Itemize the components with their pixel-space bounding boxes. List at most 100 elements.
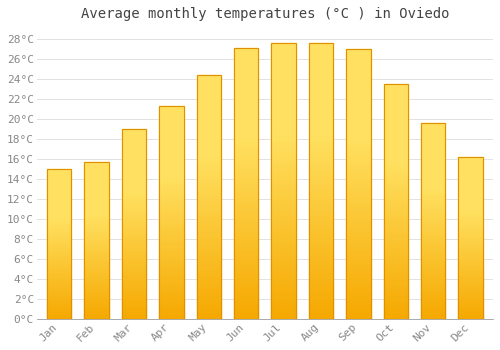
Bar [47, 196, 72, 197]
Bar [346, 238, 370, 241]
Bar [309, 142, 333, 145]
Bar [196, 112, 221, 114]
Bar [84, 273, 108, 275]
Bar [234, 311, 258, 314]
Bar [458, 282, 483, 283]
Bar [458, 285, 483, 287]
Bar [309, 269, 333, 272]
Bar [47, 235, 72, 237]
Bar [421, 282, 446, 284]
Bar [122, 239, 146, 241]
Bar [346, 170, 370, 173]
Bar [84, 308, 108, 309]
Bar [272, 310, 295, 313]
Bar [421, 199, 446, 201]
Bar [458, 311, 483, 313]
Bar [122, 273, 146, 275]
Bar [47, 233, 72, 235]
Bar [309, 87, 333, 90]
Bar [346, 303, 370, 306]
Bar [346, 90, 370, 92]
Bar [196, 185, 221, 187]
Bar [346, 160, 370, 162]
Bar [384, 171, 408, 173]
Bar [421, 276, 446, 278]
Bar [122, 148, 146, 150]
Bar [346, 92, 370, 95]
Bar [84, 181, 108, 182]
Bar [272, 101, 295, 104]
Bar [196, 82, 221, 85]
Bar [384, 150, 408, 152]
Bar [272, 256, 295, 258]
Bar [272, 104, 295, 106]
Bar [272, 297, 295, 300]
Bar [346, 232, 370, 235]
Bar [309, 90, 333, 93]
Bar [309, 244, 333, 247]
Bar [234, 305, 258, 308]
Bar [234, 224, 258, 227]
Bar [234, 102, 258, 105]
Bar [421, 184, 446, 186]
Bar [421, 178, 446, 180]
Bar [159, 291, 184, 293]
Bar [272, 126, 295, 128]
Bar [234, 118, 258, 121]
Bar [47, 224, 72, 226]
Bar [196, 182, 221, 185]
Bar [309, 203, 333, 206]
Bar [159, 217, 184, 219]
Bar [309, 123, 333, 126]
Bar [47, 206, 72, 208]
Bar [234, 159, 258, 162]
Bar [458, 306, 483, 308]
Bar [122, 251, 146, 252]
Bar [234, 156, 258, 159]
Bar [458, 261, 483, 262]
Bar [272, 65, 295, 68]
Bar [309, 250, 333, 253]
Bar [47, 277, 72, 278]
Bar [384, 183, 408, 185]
Bar [458, 248, 483, 249]
Bar [421, 227, 446, 229]
Bar [272, 308, 295, 310]
Bar [458, 256, 483, 257]
Bar [309, 291, 333, 294]
Bar [159, 121, 184, 123]
Bar [84, 256, 108, 258]
Bar [196, 160, 221, 163]
Bar [159, 159, 184, 161]
Bar [384, 159, 408, 162]
Bar [159, 244, 184, 246]
Bar [272, 90, 295, 93]
Bar [458, 230, 483, 231]
Bar [458, 188, 483, 189]
Bar [159, 114, 184, 117]
Bar [196, 214, 221, 216]
Bar [159, 268, 184, 270]
Bar [309, 43, 333, 319]
Bar [421, 158, 446, 160]
Bar [196, 139, 221, 141]
Bar [47, 245, 72, 247]
Bar [272, 82, 295, 84]
Bar [47, 272, 72, 274]
Bar [84, 239, 108, 240]
Bar [122, 233, 146, 235]
Bar [196, 275, 221, 278]
Bar [272, 76, 295, 79]
Bar [159, 257, 184, 259]
Bar [84, 270, 108, 272]
Bar [346, 79, 370, 82]
Bar [272, 93, 295, 96]
Bar [346, 316, 370, 319]
Bar [122, 201, 146, 203]
Bar [234, 300, 258, 303]
Bar [458, 274, 483, 275]
Bar [47, 253, 72, 254]
Bar [346, 281, 370, 284]
Bar [47, 169, 72, 319]
Bar [122, 167, 146, 169]
